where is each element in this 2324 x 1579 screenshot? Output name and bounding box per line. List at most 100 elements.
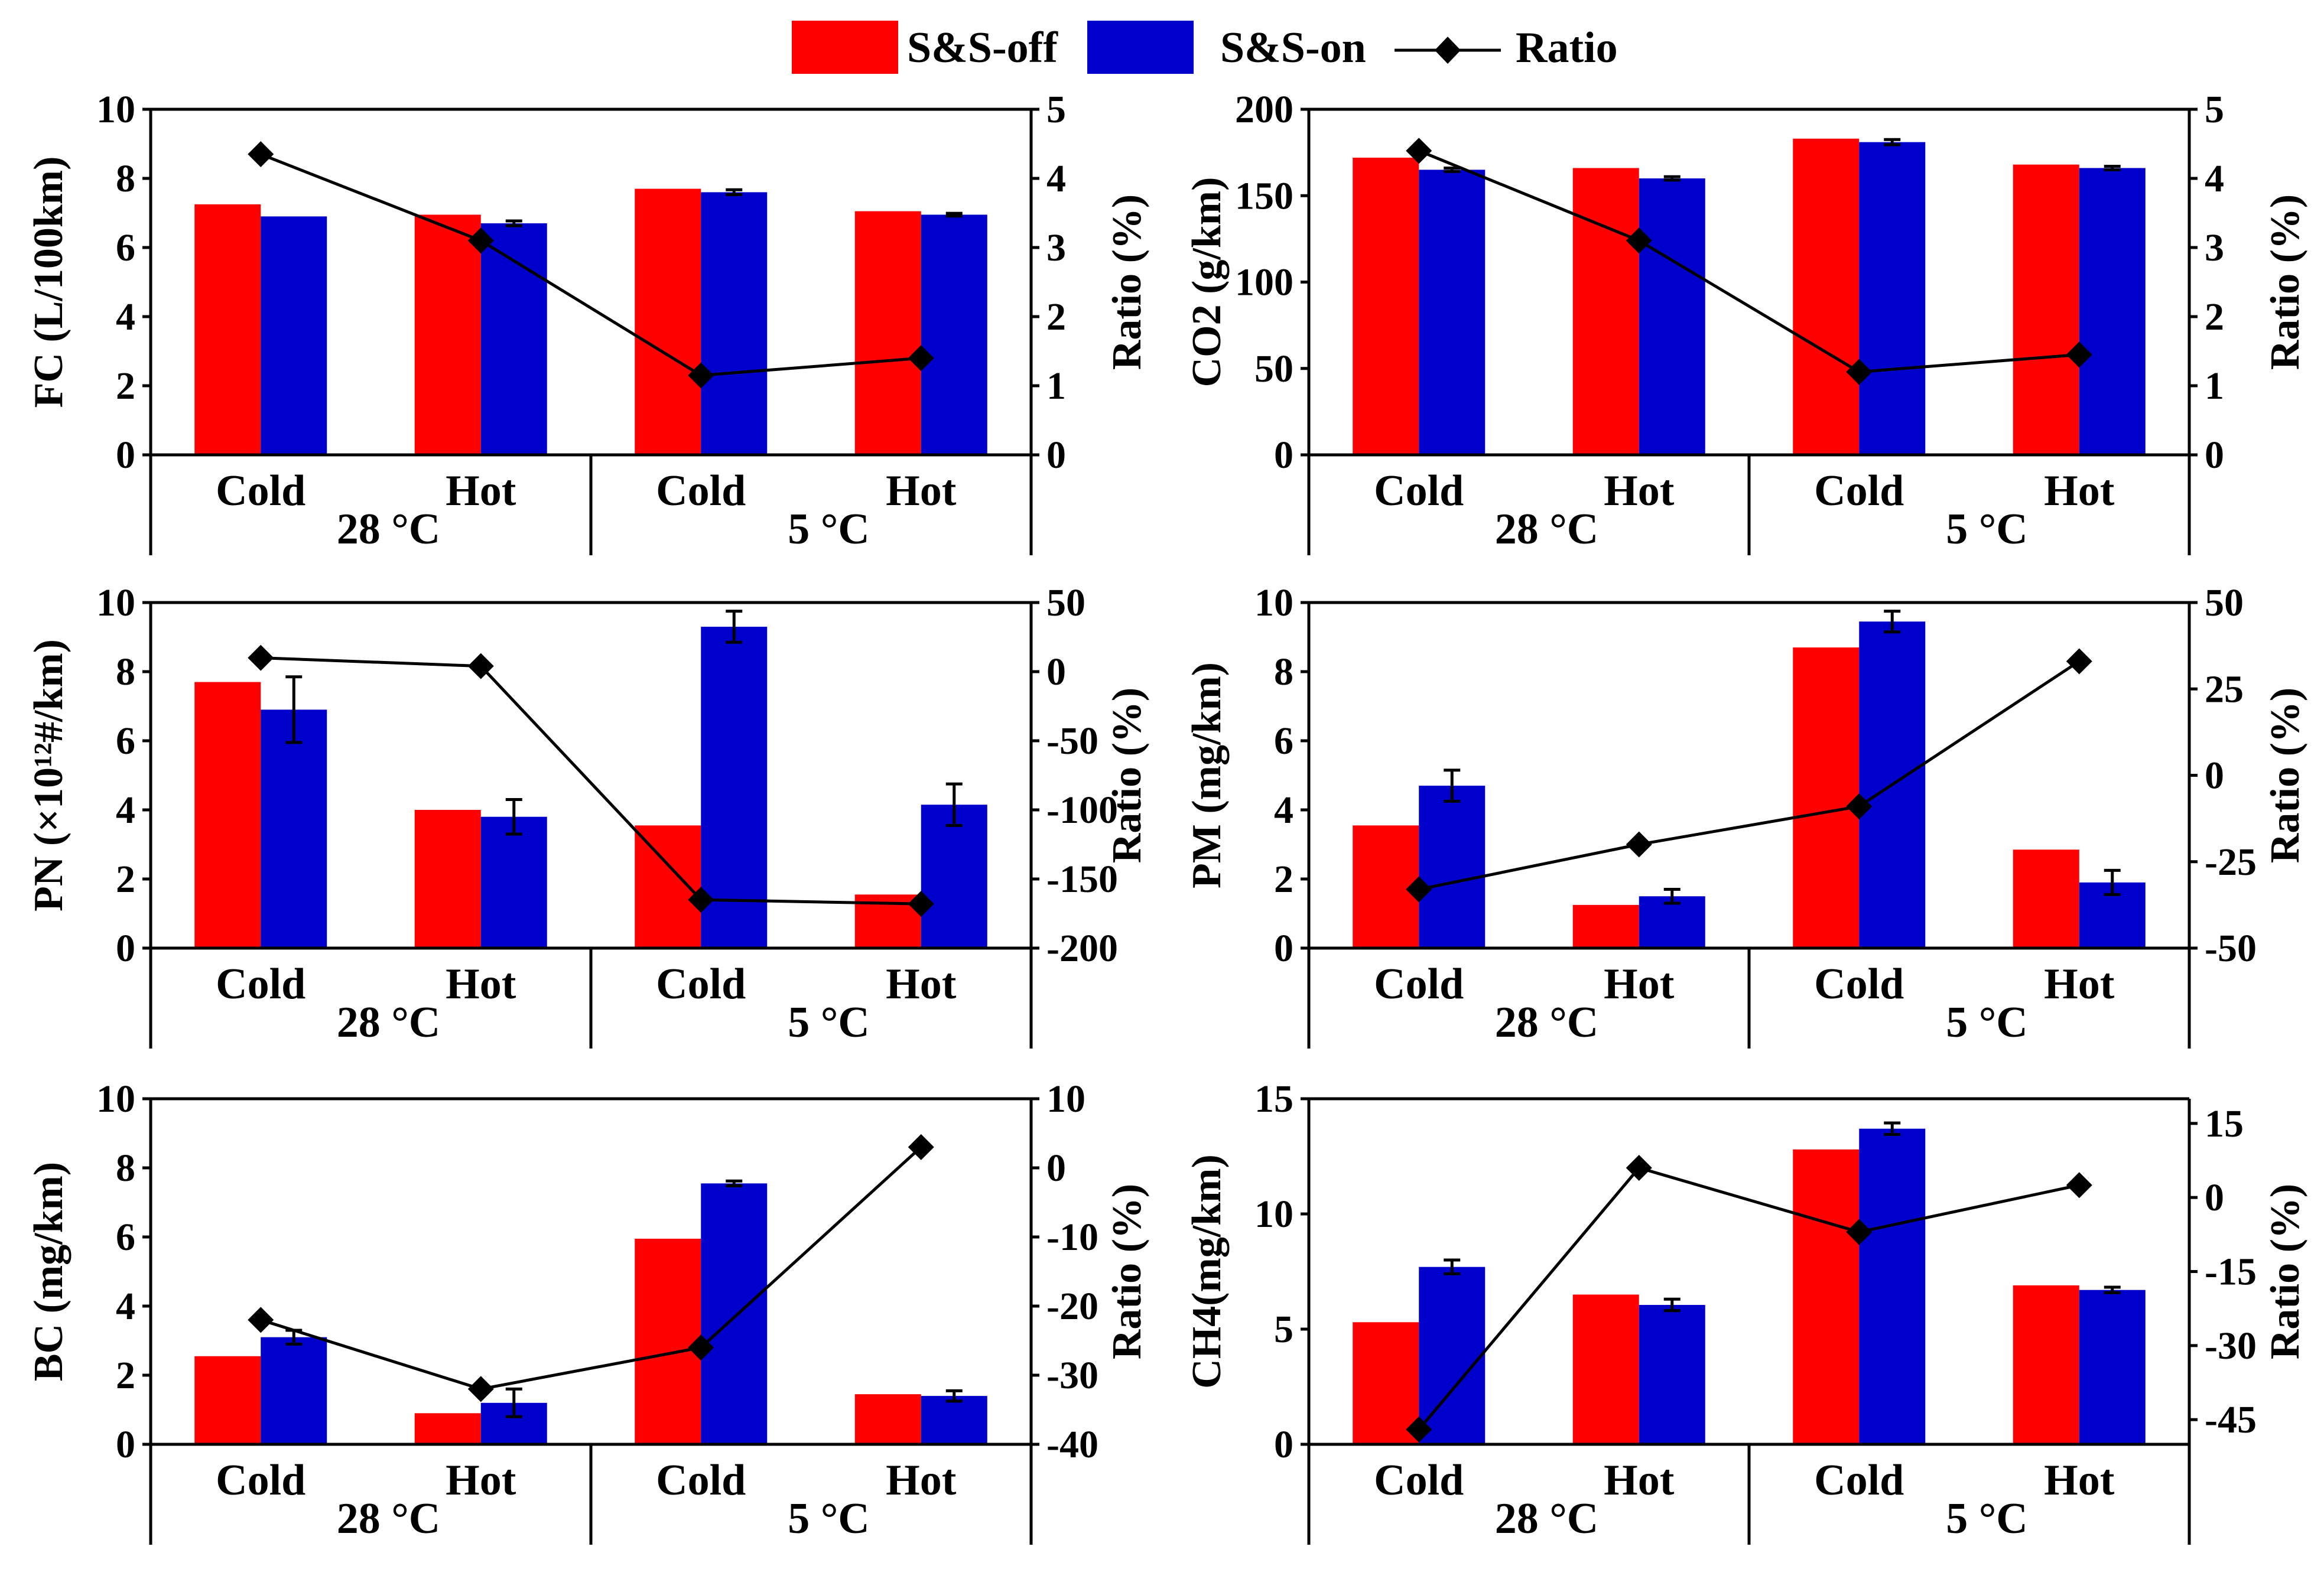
y-tick-label: 2: [1274, 858, 1293, 901]
bar-s-s-on: [1859, 142, 1926, 455]
bar-s-s-off: [1793, 1149, 1860, 1444]
y-tick-label: 4: [1274, 789, 1293, 832]
x-group-label: 28 °C: [337, 1495, 441, 1543]
x-group-label: 5 °C: [788, 998, 870, 1047]
y2-tick-label: 50: [1046, 581, 1085, 624]
y-tick-label: 150: [1235, 174, 1293, 217]
y2-tick-label: -30: [2205, 1324, 2257, 1368]
y2-tick-label: -150: [1046, 858, 1118, 901]
bar-s-s-off: [1353, 1322, 1419, 1444]
bar-s-s-off: [2013, 164, 2079, 455]
bar-s-s-on: [261, 1337, 327, 1444]
legend-ratio-marker: [1435, 37, 1461, 64]
y-tick-label: 4: [116, 1285, 135, 1328]
y-axis-label: FC (L/100km): [26, 157, 71, 408]
y2-tick-label: -50: [2205, 927, 2257, 970]
ratio-point: [688, 362, 714, 389]
y-axis-label: CH4(mg/km): [1184, 1154, 1230, 1389]
y2-tick-label: 1: [1046, 364, 1066, 408]
bar-s-s-on: [2079, 1290, 2146, 1444]
ratio-point: [1406, 138, 1432, 164]
x-category-label: Hot: [446, 1456, 516, 1505]
bar-s-s-off: [2013, 849, 2079, 948]
y-tick-label: 6: [1274, 719, 1293, 763]
bar-s-s-on: [480, 223, 547, 455]
ratio-series-line: [1418, 149, 2079, 374]
bar-s-s-on: [261, 709, 327, 948]
x-category-label: Hot: [2044, 467, 2115, 515]
bar-s-s-off: [1572, 904, 1639, 948]
x-category-label: Hot: [886, 1456, 957, 1505]
ratio-point: [1406, 1416, 1432, 1443]
y-tick-label: 10: [1254, 581, 1293, 624]
legend-label-on: S&S-on: [1220, 24, 1366, 72]
bar-s-s-off: [194, 1356, 261, 1444]
bar-s-s-off: [1793, 138, 1860, 455]
x-category-label: Cold: [1814, 467, 1904, 515]
y2-tick-label: 0: [1046, 650, 1066, 694]
y2-axis-label: Ratio (%): [1104, 688, 1150, 863]
y-tick-label: 10: [96, 581, 135, 624]
x-group-label: 5 °C: [1946, 505, 2028, 554]
bar-s-s-on: [1639, 896, 1705, 948]
y2-tick-label: 2: [2205, 295, 2224, 338]
y2-tick-label: 0: [1046, 1147, 1066, 1190]
x-group-label: 28 °C: [337, 505, 441, 554]
y2-tick-label: 0: [2205, 1176, 2224, 1219]
bar-s-s-off: [635, 825, 701, 948]
y2-tick-label: -45: [2205, 1398, 2257, 1441]
bar-s-s-on: [1419, 786, 1486, 948]
x-group-label: 5 °C: [1946, 998, 2028, 1047]
y2-tick-label: 4: [1046, 157, 1066, 200]
y-tick-label: 8: [116, 1147, 135, 1190]
y2-tick-label: -30: [1046, 1354, 1098, 1397]
y2-tick-label: 0: [2205, 434, 2224, 477]
y2-axis-label: Ratio (%): [2263, 1184, 2308, 1359]
x-category-label: Hot: [2044, 1456, 2115, 1505]
x-category-label: Cold: [216, 1456, 305, 1505]
x-group-label: 28 °C: [1495, 1495, 1599, 1543]
x-category-label: Cold: [1374, 960, 1464, 1008]
bar-s-s-off: [635, 188, 701, 455]
bar-s-s-off: [1572, 1294, 1639, 1444]
ratio-point: [2066, 648, 2092, 675]
x-group-label: 5 °C: [788, 505, 870, 554]
y2-tick-label: -200: [1046, 927, 1118, 970]
x-category-label: Hot: [2044, 960, 2115, 1008]
y-axis-label: PM (mg/km): [1184, 662, 1230, 888]
y-tick-label: 2: [116, 364, 135, 408]
x-group-label: 5 °C: [1946, 1495, 2028, 1543]
x-category-label: Hot: [1604, 467, 1675, 515]
x-category-label: Cold: [216, 467, 305, 515]
y2-axis-label: Ratio (%): [2263, 688, 2308, 863]
y2-tick-label: 3: [1046, 226, 1066, 269]
bar-s-s-on: [1639, 178, 1705, 455]
ratio-point: [688, 887, 714, 913]
ratio-point: [1626, 227, 1652, 254]
y-tick-label: 0: [116, 434, 135, 477]
y2-tick-label: 4: [2205, 157, 2224, 200]
ratio-point: [1846, 359, 1873, 385]
x-category-label: Hot: [886, 960, 957, 1008]
bar-s-s-off: [1353, 157, 1419, 455]
y-tick-label: 0: [116, 1423, 135, 1466]
ratio-point: [908, 891, 934, 917]
y-tick-label: 0: [1274, 927, 1293, 970]
y2-tick-label: -40: [1046, 1423, 1098, 1466]
ratio-point: [248, 644, 274, 671]
bar-s-s-on: [1419, 170, 1486, 455]
bar-s-s-on: [921, 1396, 987, 1444]
ratio-series-line: [260, 1146, 922, 1391]
y2-tick-label: -10: [1046, 1216, 1098, 1259]
legend: S&S-off S&S-on Ratio: [792, 21, 1618, 74]
bar-s-s-off: [1353, 825, 1419, 948]
y-tick-label: 6: [116, 226, 135, 269]
y-tick-label: 8: [116, 157, 135, 200]
bar-s-s-on: [480, 816, 547, 948]
